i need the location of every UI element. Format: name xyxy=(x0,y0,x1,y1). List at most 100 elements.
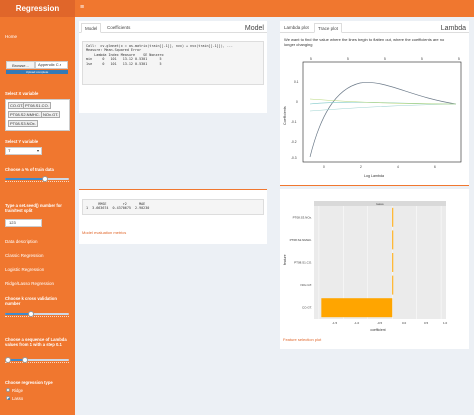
x-ticks: -1.5 -1.0 -0.5 0.0 0.5 1.0 xyxy=(332,321,448,325)
trace-curve-main xyxy=(309,82,457,158)
train-percent-label: Choose a % of train data xyxy=(5,167,54,172)
y-tick-label: 0 xyxy=(296,100,298,104)
y-tick-label: 0.1 xyxy=(294,80,299,84)
code-line: min 0 101 13.12 0.5301 5 xyxy=(86,57,162,62)
radio-ridge[interactable] xyxy=(6,388,10,392)
train-percent-slider[interactable] xyxy=(5,176,69,182)
x-variable-multiselect[interactable]: CO.GT. PT08.S1.CO. PT08.S2.NMHC. NOx.GT.… xyxy=(5,99,70,131)
feature-box: lasso PT08.S3.NOx. PT08.S2.NMHC. PT08.S1.C… xyxy=(280,189,469,349)
feature-bar xyxy=(392,207,394,227)
code-line: RMSE r2 MAE xyxy=(86,202,146,206)
feature-bars xyxy=(321,207,394,318)
y-tick-label: -0.1 xyxy=(291,120,297,124)
y-axis-label: feature xyxy=(283,254,287,265)
feature-label: PT08.S1.CO. xyxy=(294,261,312,265)
code-line: 1se 0 101 13.12 0.5301 5 xyxy=(86,61,162,66)
feature-label: PT08.S3.NOx. xyxy=(293,215,313,219)
sidebar-item-home[interactable]: Home xyxy=(5,34,18,39)
tab-coefficients[interactable]: Coefficients xyxy=(107,25,131,30)
sidebar-item-data-description[interactable]: Data description xyxy=(5,239,38,244)
sidebar-item-classic-regression[interactable]: Classic Regression xyxy=(5,253,44,258)
lambda-label: Choose a sequence of Lambda values from … xyxy=(5,337,67,348)
code-line: Call: cv.glmnet(x = as.matrix(train[[-1]… xyxy=(86,44,233,48)
model-box-title: Model xyxy=(244,25,264,32)
lambda-slider-handle-min[interactable] xyxy=(5,357,12,363)
facet-title: lasso xyxy=(376,202,383,206)
chip-nox-gt[interactable]: NOx.GT. xyxy=(41,111,61,118)
evaluation-box: RMSE r2 MAE 1 3.663674 0.4370675 2.90230 … xyxy=(79,189,267,244)
chip-pt08-s3-nox[interactable]: PT08.S3.NOx. xyxy=(8,120,38,127)
x-ticks: 0 2 4 6 xyxy=(323,165,436,169)
cv-slider-handle[interactable] xyxy=(27,311,34,317)
top-tick-label: 5 xyxy=(310,57,312,61)
trace-description: We want to find the value where the line… xyxy=(284,37,445,47)
eval-top-divider xyxy=(79,189,267,190)
top-navbar: ≡ xyxy=(75,0,474,17)
radio-lasso[interactable] xyxy=(6,396,10,400)
app-logo-title: Regression xyxy=(0,0,75,17)
x-tick-label: 4 xyxy=(397,165,399,169)
feature-bar xyxy=(392,253,394,272)
trace-curve-3 xyxy=(309,103,457,112)
regression-type-label: Choose regression type xyxy=(5,380,53,385)
top-tick-label: 5 xyxy=(384,57,386,61)
y-tick-label: -0.3 xyxy=(291,156,297,160)
x-tick-label: 0.5 xyxy=(424,321,429,325)
plot-frame xyxy=(302,61,462,163)
x-tick-label: 2 xyxy=(360,165,362,169)
y-tick-label: -0.2 xyxy=(291,140,297,144)
chevron-down-icon: ▾ xyxy=(36,148,39,153)
model-box: Model Coefficients Model Call: cv.glmnet… xyxy=(79,21,267,113)
sidebar-item-ridge-lasso[interactable]: Ridge/Lasso Regression xyxy=(5,281,55,286)
y-ticks: 0.1 0 -0.1 -0.2 -0.3 xyxy=(291,80,299,160)
code-line: Lambda Index Measure SE Nonzero xyxy=(86,52,164,57)
radio-ridge-label: Ridge xyxy=(12,388,23,393)
top-tick-label: 5 xyxy=(421,57,423,61)
upload-progress-bar: Upload complete xyxy=(6,70,68,74)
x-axis-label: Log Lambda xyxy=(364,174,384,178)
seed-label: Type a set.seed() number for train/test … xyxy=(5,203,62,214)
seed-input[interactable]: 123 xyxy=(5,219,42,227)
eval-metrics-link[interactable]: Model evaluation metrics xyxy=(82,230,127,235)
code-line: Measure: Mean-Squared Error xyxy=(86,48,142,53)
tab-lambda-plot[interactable]: Lambda plot xyxy=(284,25,309,30)
lambda-slider-handle-max[interactable] xyxy=(22,357,29,363)
train-slider-handle[interactable] xyxy=(41,176,48,182)
eval-output: RMSE r2 MAE 1 3.663674 0.4370675 2.90230 xyxy=(82,199,264,215)
x-tick-label: 0.0 xyxy=(402,321,407,325)
y-variable-value: T xyxy=(8,148,11,153)
y-variable-label: Select Y variable xyxy=(5,139,39,144)
feature-label: PT08.S2.NMHC. xyxy=(290,238,313,242)
radio-lasso-label: Lasso xyxy=(12,396,24,401)
chip-pt08-s1-co[interactable]: PT08.S1.CO. xyxy=(23,102,51,109)
x-tick-label: -0.5 xyxy=(377,321,383,325)
top-ticks: 5 5 5 5 5 xyxy=(310,57,460,61)
sidebar: Home Browse... Appendix C.r Upload compl… xyxy=(0,17,75,415)
feature-labels: PT08.S3.NOx. PT08.S2.NMHC. PT08.S1.CO. NOx.… xyxy=(290,215,313,309)
x-axis-label: coefficient xyxy=(370,328,385,332)
file-name-field[interactable]: Appendix C.r xyxy=(35,61,68,69)
hamburger-icon[interactable]: ≡ xyxy=(80,4,85,11)
top-tick-label: 5 xyxy=(458,57,460,61)
lambda-tabs: Lambda plot Trace plot xyxy=(280,21,469,33)
model-output: Call: cv.glmnet(x = as.matrix(train[[-1]… xyxy=(82,41,264,85)
sidebar-item-logistic-regression[interactable]: Logistic Regression xyxy=(5,267,45,272)
feature-selection-link[interactable]: Feature selection plot xyxy=(283,337,322,342)
model-tabs: Model Coefficients xyxy=(79,21,267,33)
tab-trace-plot[interactable]: Trace plot xyxy=(314,23,342,33)
x-tick-label: -1.5 xyxy=(332,321,338,325)
y-axis-label: Coefficients xyxy=(283,106,287,125)
lambda-range-slider[interactable] xyxy=(5,357,69,363)
feature-bar xyxy=(392,275,394,295)
x-tick-label: 1.0 xyxy=(443,321,448,325)
feature-plot: lasso PT08.S3.NOx. PT08.S2.NMHC. PT08.S1.C… xyxy=(283,201,448,332)
tab-model[interactable]: Model xyxy=(81,23,102,33)
trace-curve-4 xyxy=(309,98,457,105)
feature-bar xyxy=(392,230,394,250)
lambda-slider-ticks xyxy=(5,362,69,364)
y-variable-select[interactable]: T ▾ xyxy=(5,147,42,155)
browse-button[interactable]: Browse... xyxy=(6,61,35,69)
lambda-box-divider xyxy=(280,185,469,186)
chip-pt08-s2-nmhc[interactable]: PT08.S2.NMHC. xyxy=(8,111,42,118)
cv-slider[interactable] xyxy=(5,311,69,317)
